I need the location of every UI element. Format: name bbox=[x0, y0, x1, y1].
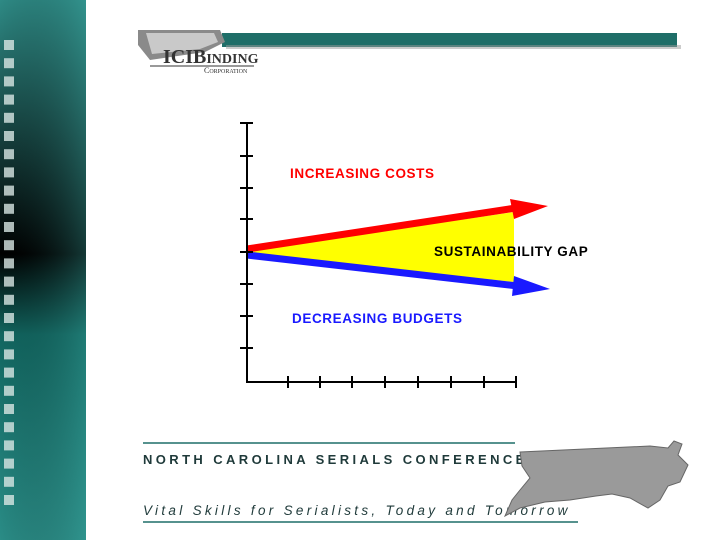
side-square bbox=[4, 476, 14, 487]
nc-map bbox=[503, 440, 689, 518]
axes bbox=[240, 122, 517, 388]
side-square bbox=[4, 495, 14, 505]
side-square bbox=[4, 404, 14, 414]
side-squares bbox=[4, 40, 14, 505]
top-bar-shadow bbox=[226, 45, 681, 49]
logo: ICIBinding Corporation bbox=[138, 30, 259, 75]
cost-arrow bbox=[246, 204, 517, 253]
side-square bbox=[4, 422, 14, 433]
side-square bbox=[4, 294, 14, 305]
budget-arrow bbox=[246, 251, 519, 290]
side-square bbox=[4, 94, 14, 105]
budget-arrowhead bbox=[512, 276, 550, 296]
side-square bbox=[4, 458, 14, 469]
side-square bbox=[4, 40, 14, 50]
top-bar bbox=[222, 33, 677, 47]
budget-label: DECREASING BUDGETS bbox=[292, 311, 463, 326]
side-square bbox=[4, 385, 14, 396]
side-bar-shade bbox=[0, 0, 86, 540]
side-square bbox=[4, 58, 14, 69]
diagram: INCREASING COSTS SUSTAINABILITY GAP DECR… bbox=[240, 122, 588, 388]
side-square bbox=[4, 167, 14, 178]
side-square bbox=[4, 240, 14, 251]
side-square bbox=[4, 131, 14, 141]
cost-arrowhead bbox=[510, 199, 548, 219]
side-square bbox=[4, 367, 14, 378]
gap-label: SUSTAINABILITY GAP bbox=[434, 244, 588, 259]
side-square bbox=[4, 276, 14, 287]
logo-name: ICIBinding bbox=[163, 46, 259, 68]
gap-area bbox=[247, 212, 514, 282]
side-square bbox=[4, 313, 14, 323]
side-square bbox=[4, 185, 14, 196]
logo-subtitle: Corporation bbox=[204, 66, 248, 75]
side-square bbox=[4, 203, 14, 214]
side-square bbox=[4, 222, 14, 232]
cost-label: INCREASING COSTS bbox=[290, 166, 435, 181]
tagline: Vital Skills for Serialists, Today and T… bbox=[143, 503, 571, 518]
side-square bbox=[4, 331, 14, 342]
side-square bbox=[4, 112, 14, 123]
conference-title: NORTH CAROLINA SERIALS CONFERENCE bbox=[143, 452, 528, 467]
side-square bbox=[4, 76, 14, 87]
side-square bbox=[4, 258, 14, 269]
logo-shape bbox=[146, 33, 218, 54]
side-square bbox=[4, 149, 14, 160]
side-square bbox=[4, 440, 14, 451]
side-square bbox=[4, 349, 14, 360]
